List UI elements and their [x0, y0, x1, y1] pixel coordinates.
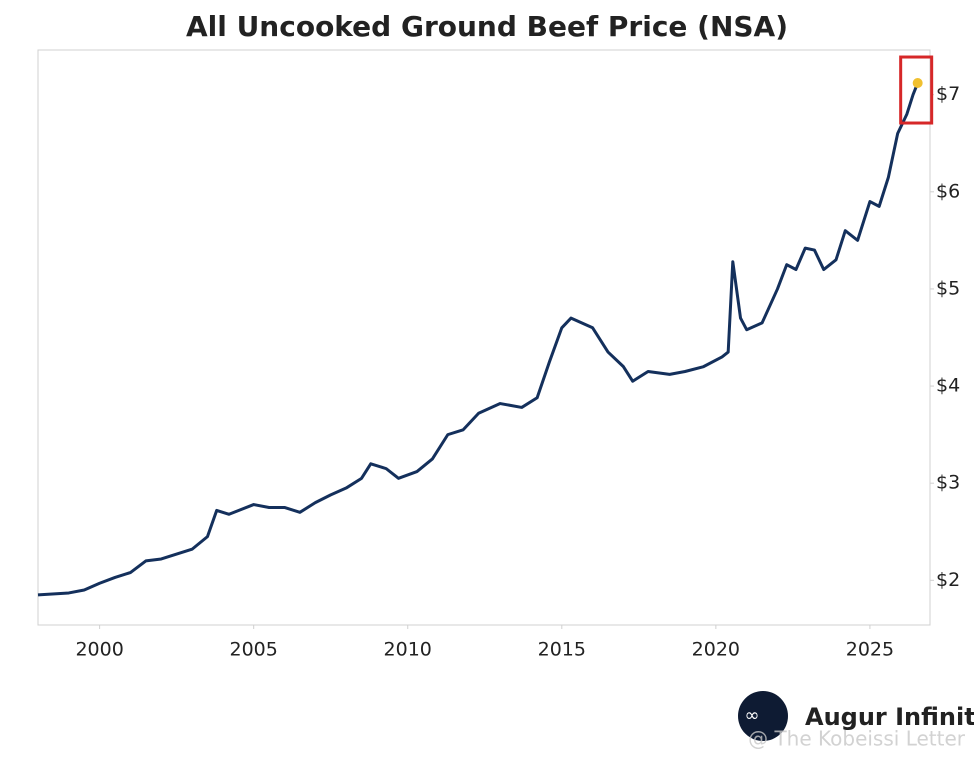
y-tick-label: $5: [936, 277, 960, 299]
watermark: @ The Kobeissi Letter: [748, 727, 966, 751]
highlight-box: [899, 55, 934, 125]
logo-icon: ∞: [745, 705, 760, 726]
x-tick-label: 2005: [230, 639, 278, 661]
y-tick-label: $3: [936, 472, 960, 494]
plot-frame: [37, 49, 931, 626]
y-tick-label: $6: [936, 180, 960, 202]
chart-title: All Uncooked Ground Beef Price (NSA): [186, 10, 788, 43]
x-tick-label: 2025: [846, 639, 894, 661]
x-tick-label: 2020: [692, 639, 740, 661]
x-tick-label: 2010: [384, 639, 432, 661]
logo: [738, 691, 788, 741]
latest-point: [912, 78, 923, 89]
price-line: [37, 82, 920, 597]
y-tick-label: $4: [936, 375, 960, 397]
brand-name: Augur Infinity: [805, 703, 974, 731]
y-tick-label: $7: [936, 83, 960, 105]
y-tick-label: $2: [936, 569, 960, 591]
x-tick-label: 2000: [75, 639, 123, 661]
x-tick-label: 2015: [538, 639, 586, 661]
